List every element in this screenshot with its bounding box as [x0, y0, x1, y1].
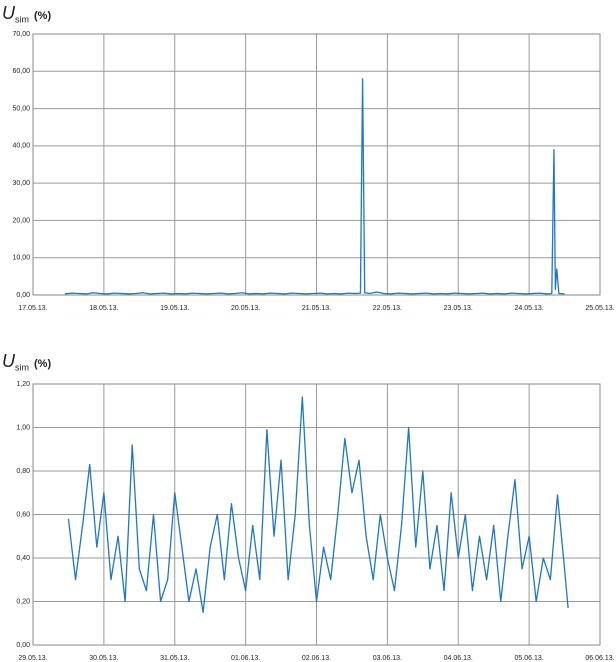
x-tick-label: 02.06.13.: [302, 655, 331, 662]
x-tick-label: 30.05.13.: [89, 655, 118, 662]
y-tick-label: 40,00: [12, 143, 30, 150]
y-tick-label: 1,00: [16, 424, 30, 431]
x-tick-label: 21.05.13.: [302, 305, 331, 312]
y-axis-label-sub: sim: [15, 14, 29, 24]
x-tick-label: 01.06.13.: [231, 655, 260, 662]
y-axis-label: U: [2, 3, 16, 23]
x-tick-label: 06.06.13.: [585, 655, 614, 662]
x-tick-label: 03.06.13.: [373, 655, 402, 662]
y-axis-label-unit: (%): [34, 10, 51, 22]
x-tick-label: 04.06.13.: [444, 655, 473, 662]
data-line: [64, 78, 565, 295]
x-tick-label: 31.05.13.: [160, 655, 189, 662]
y-tick-label: 50,00: [12, 105, 30, 112]
plot-border: [32, 33, 601, 296]
y-tick-label: 10,00: [12, 255, 30, 262]
y-axis-label-sub: sim: [15, 362, 29, 372]
plot-border: [32, 383, 601, 646]
y-tick-label: 0,60: [16, 511, 30, 518]
x-tick-label: 25.05.13.: [585, 305, 614, 312]
x-tick-label: 23.05.13.: [444, 305, 473, 312]
x-tick-label: 22.05.13.: [373, 305, 402, 312]
y-tick-label: 1,20: [16, 381, 30, 388]
y-tick-label: 0,00: [16, 292, 30, 299]
x-tick-label: 19.05.13.: [160, 305, 189, 312]
y-tick-label: 0,40: [16, 555, 30, 562]
y-tick-label: 0,20: [16, 598, 30, 605]
x-tick-label: 29.05.13.: [18, 655, 47, 662]
x-tick-label: 18.05.13.: [89, 305, 118, 312]
x-tick-label: 24.05.13.: [515, 305, 544, 312]
x-tick-label: 17.05.13.: [18, 305, 47, 312]
data-line: [67, 396, 569, 614]
y-axis-label-unit: (%): [34, 358, 51, 370]
y-tick-label: 30,00: [12, 180, 30, 187]
y-tick-label: 70,00: [12, 31, 30, 38]
y-tick-label: 0,00: [16, 642, 30, 649]
y-axis-label: U: [2, 351, 16, 371]
y-tick-label: 20,00: [12, 217, 30, 224]
y-tick-label: 60,00: [12, 68, 30, 75]
y-tick-label: 0,80: [16, 468, 30, 475]
x-tick-label: 05.06.13.: [515, 655, 544, 662]
x-tick-label: 20.05.13.: [231, 305, 260, 312]
